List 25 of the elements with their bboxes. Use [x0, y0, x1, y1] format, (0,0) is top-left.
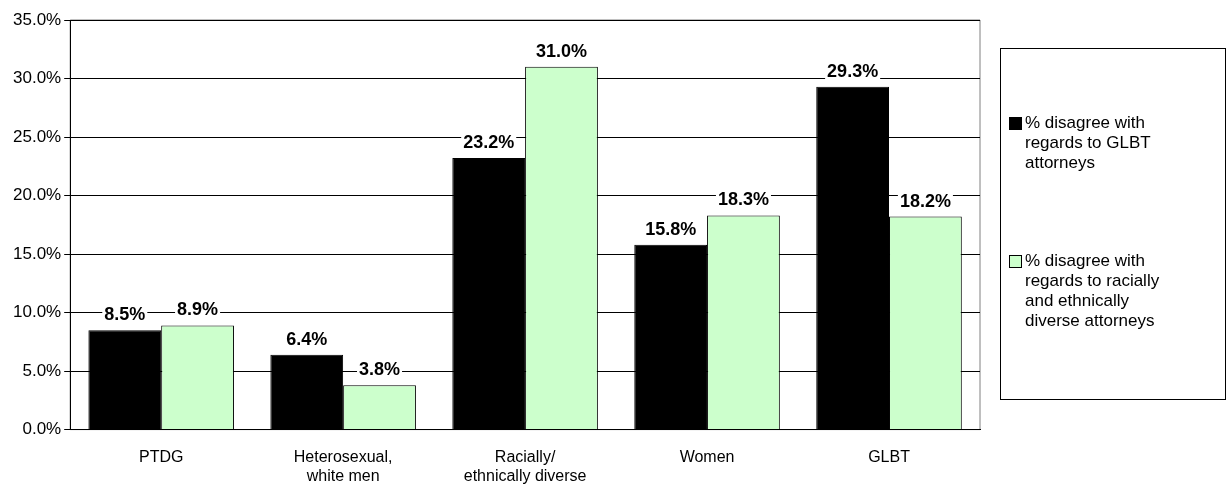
- data-label: 8.5%: [104, 304, 146, 325]
- y-tick-label: 30.0%: [13, 68, 62, 88]
- data-label: 15.8%: [645, 218, 697, 239]
- y-tick-label: 5.0%: [22, 360, 62, 380]
- x-tick-label: Racially/ ethnically diverse: [463, 447, 587, 484]
- data-label: 29.3%: [827, 60, 879, 81]
- y-tick-label: 10.0%: [13, 302, 62, 322]
- data-label: 6.4%: [286, 328, 328, 349]
- legend-label: % disagree with regards to racially and ethnically diverse attorneys: [1025, 251, 1161, 331]
- data-label: 31.0%: [535, 40, 588, 61]
- x-tick-label: GLBT: [868, 447, 911, 465]
- data-label: 3.8%: [359, 359, 401, 380]
- y-tick-label: 0.0%: [22, 419, 62, 439]
- x-tick-label: PTDG: [138, 447, 184, 465]
- legend-label: % disagree with regards to GLBT attorneys: [1025, 113, 1152, 173]
- x-tick-label: Heterosexual, white men: [293, 447, 393, 484]
- y-tick-label: 25.0%: [13, 126, 62, 146]
- data-label: 8.9%: [177, 299, 219, 320]
- y-tick-label: 15.0%: [13, 243, 62, 263]
- data-label: 18.3%: [717, 189, 769, 210]
- x-tick-label: Women: [679, 447, 735, 465]
- y-tick-label: 35.0%: [13, 9, 62, 29]
- data-label: 23.2%: [463, 132, 515, 153]
- data-label: 18.2%: [899, 190, 951, 211]
- y-tick-label: 20.0%: [13, 185, 62, 205]
